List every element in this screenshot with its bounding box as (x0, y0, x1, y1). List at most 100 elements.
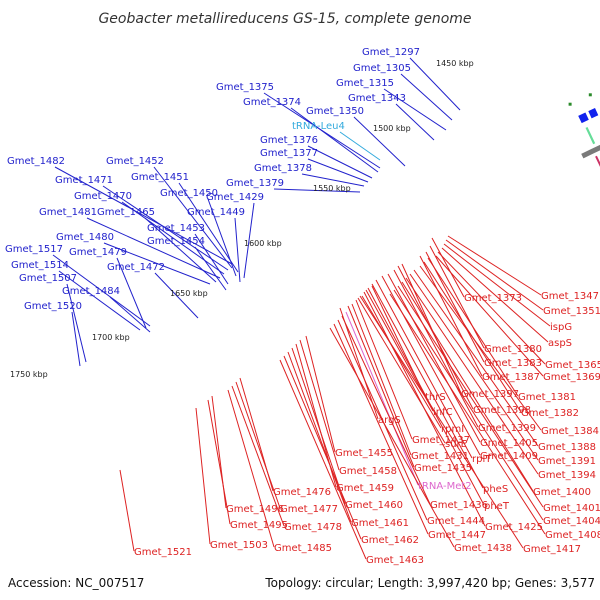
reverse-gene-label[interactable]: Gmet_1369 (543, 372, 600, 383)
forward-gene-label[interactable]: Gmet_1520 (24, 301, 82, 312)
reverse-gene-label[interactable]: Gmet_1399 (478, 423, 536, 434)
reverse-gene-label[interactable]: Gmet_1436 (430, 500, 488, 511)
reverse-gene-label[interactable]: Gmet_1521 (134, 547, 192, 558)
reverse-gene-label[interactable]: Gmet_1459 (336, 483, 394, 494)
reverse-gene-label[interactable]: Gmet_1405 (480, 438, 538, 449)
reverse-gene-label[interactable]: Gmet_1447 (428, 530, 486, 541)
kbp-tick-label: 1750 kbp (10, 370, 48, 379)
reverse-gene-label[interactable]: thrS (425, 392, 446, 403)
reverse-gene-label[interactable]: Gmet_1438 (454, 543, 512, 554)
reverse-gene-label[interactable]: Gmet_1382 (521, 408, 579, 419)
reverse-gene-label[interactable]: Gmet_1417 (523, 544, 581, 555)
forward-gene-label[interactable]: Gmet_1517 (5, 244, 63, 255)
reverse-gene-label[interactable]: Gmet_1435 (414, 463, 472, 474)
reverse-gene-label[interactable]: Gmet_1388 (538, 442, 596, 453)
reverse-gene-label[interactable]: aspS (548, 338, 572, 349)
reverse-leader-line (305, 335, 336, 453)
reverse-gene-label[interactable]: Gmet_1387 (482, 372, 540, 383)
reverse-gene-label[interactable]: Gmet_1463 (366, 555, 424, 566)
category-bar (585, 127, 596, 145)
reverse-gene-label[interactable]: Gmet_1496 (226, 504, 284, 515)
forward-gene-label[interactable]: Gmet_1484 (62, 286, 120, 297)
reverse-gene-label[interactable]: Gmet_1458 (339, 466, 397, 477)
forward-gene-label[interactable]: tRNA-Leu4 (292, 121, 345, 132)
forward-gene-label[interactable]: Gmet_1471 (55, 175, 113, 186)
reverse-gene-label[interactable]: Gmet_1381 (518, 392, 576, 403)
forward-gene-label[interactable]: Gmet_1451 (131, 172, 189, 183)
reverse-gene-label[interactable]: Gmet_1485 (274, 543, 332, 554)
reverse-gene-label[interactable]: Gmet_1373 (464, 293, 522, 304)
forward-gene-label[interactable]: Gmet_1315 (336, 78, 394, 89)
reverse-gene-label[interactable]: tRNA-Met2 (418, 481, 472, 492)
reverse-gene-label[interactable]: Gmet_1477 (280, 504, 338, 515)
forward-gene-label[interactable]: Gmet_1379 (226, 178, 284, 189)
reverse-gene-label[interactable]: argS (378, 415, 401, 426)
reverse-gene-label[interactable]: Gmet_1455 (335, 448, 393, 459)
reverse-gene-label[interactable]: pheS (483, 484, 508, 495)
reverse-leader-line (341, 315, 431, 505)
forward-gene-label[interactable]: Gmet_1374 (243, 97, 301, 108)
reverse-leader-line (401, 281, 534, 492)
forward-gene-label[interactable]: Gmet_1470 (74, 191, 132, 202)
reverse-gene-label[interactable]: Gmet_1409 (480, 451, 538, 462)
kbp-tick-label: 1500 kbp (373, 124, 411, 133)
reverse-gene-label[interactable]: rpmI (441, 424, 464, 435)
reverse-gene-label[interactable]: Gmet_1495 (230, 520, 288, 531)
reverse-gene-label[interactable]: surE (445, 439, 467, 450)
forward-gene-label[interactable]: Gmet_1450 (160, 188, 218, 199)
reverse-leader-line (375, 279, 473, 459)
reverse-gene-label[interactable]: Gmet_1404 (543, 516, 600, 527)
reverse-gene-label[interactable]: Gmet_1380 (484, 344, 542, 355)
forward-gene-label[interactable]: Gmet_1479 (69, 247, 127, 258)
forward-leader-line (121, 201, 225, 275)
reverse-gene-label[interactable]: Gmet_1401 (543, 503, 600, 514)
forward-gene-label[interactable]: Gmet_1376 (260, 135, 318, 146)
reverse-gene-label[interactable]: Gmet_1462 (361, 535, 419, 546)
forward-gene-label[interactable]: Gmet_1343 (348, 93, 406, 104)
reverse-gene-label[interactable]: pheT (484, 501, 510, 512)
reverse-gene-label[interactable]: Gmet_1431 (411, 451, 469, 462)
forward-gene-label[interactable]: Gmet_1465 (97, 207, 155, 218)
reverse-gene-label[interactable]: Gmet_1384 (541, 426, 599, 437)
forward-gene-label[interactable]: Gmet_1480 (56, 232, 114, 243)
forward-gene-label[interactable]: Gmet_1297 (362, 47, 420, 58)
reverse-gene-label[interactable]: Gmet_1460 (345, 500, 403, 511)
reverse-gene-label[interactable]: Gmet_1383 (484, 358, 542, 369)
reverse-gene-label[interactable]: Gmet_1394 (538, 470, 596, 481)
reverse-gene-label[interactable]: Gmet_1397 (461, 389, 519, 400)
reverse-gene-label[interactable]: Gmet_1425 (485, 522, 543, 533)
reverse-gene-label[interactable]: Gmet_1437 (412, 435, 470, 446)
forward-leader-line (307, 145, 373, 179)
forward-gene-label[interactable]: Gmet_1482 (7, 156, 65, 167)
forward-gene-label[interactable]: Gmet_1377 (260, 148, 318, 159)
forward-gene-label[interactable]: Gmet_1429 (206, 192, 264, 203)
forward-gene-label[interactable]: Gmet_1453 (147, 223, 205, 234)
reverse-gene-label[interactable]: ispG (550, 322, 572, 333)
reverse-gene-label[interactable]: Gmet_1347 (541, 291, 599, 302)
forward-gene-label[interactable]: Gmet_1514 (11, 260, 69, 271)
reverse-gene-label[interactable]: Gmet_1478 (284, 522, 342, 533)
forward-gene-label[interactable]: Gmet_1350 (306, 106, 364, 117)
reverse-gene-label[interactable]: Gmet_1408 (545, 530, 600, 541)
reverse-gene-label[interactable]: Gmet_1391 (538, 456, 596, 467)
forward-gene-label[interactable]: Gmet_1378 (254, 163, 312, 174)
forward-gene-label[interactable]: Gmet_1449 (187, 207, 245, 218)
reverse-gene-label[interactable]: Gmet_1365 (545, 360, 600, 371)
forward-leader-line (109, 296, 151, 333)
reverse-gene-label[interactable]: infC (433, 407, 453, 418)
reverse-gene-label[interactable]: Gmet_1351 (543, 306, 600, 317)
reverse-gene-label[interactable]: Gmet_1400 (533, 487, 591, 498)
forward-gene-label[interactable]: Gmet_1452 (106, 156, 164, 167)
reverse-gene-label[interactable]: Gmet_1444 (427, 516, 485, 527)
forward-gene-label[interactable]: Gmet_1481 (39, 207, 97, 218)
reverse-gene-label[interactable]: Gmet_1476 (273, 487, 331, 498)
forward-gene-label[interactable]: Gmet_1305 (353, 63, 411, 74)
reverse-gene-label[interactable]: Gmet_1461 (351, 518, 409, 529)
reverse-gene-label[interactable]: Gmet_1503 (210, 540, 268, 551)
forward-gene-label[interactable]: Gmet_1454 (147, 236, 205, 247)
forward-gene-label[interactable]: Gmet_1472 (107, 262, 165, 273)
reverse-gene-label[interactable]: Gmet_1398 (473, 405, 531, 416)
forward-gene-label[interactable]: Gmet_1507 (19, 273, 77, 284)
reverse-gene-label[interactable]: rplT (472, 454, 492, 465)
forward-gene-label[interactable]: Gmet_1375 (216, 82, 274, 93)
